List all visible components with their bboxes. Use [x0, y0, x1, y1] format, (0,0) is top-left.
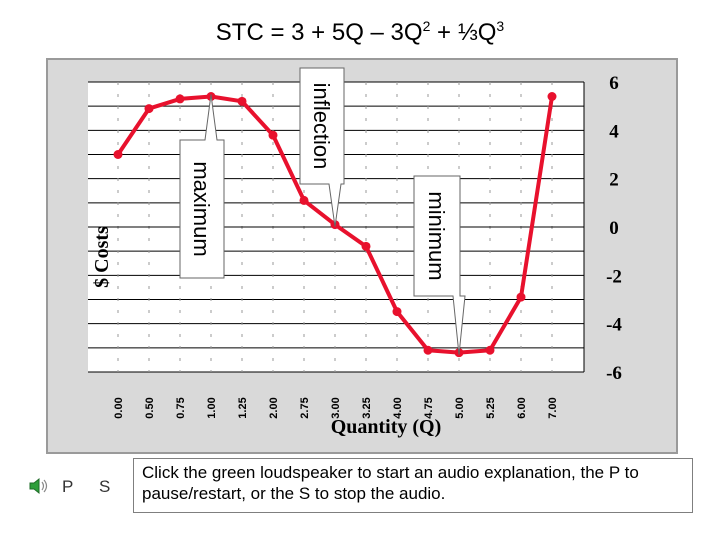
- cost-chart: 6 4 2 0 -2 -4 -6 0.00 0.50 0.75 1.00 1.25 2.00 2.75 3.…: [88, 67, 622, 438]
- callout-label: minimum: [424, 191, 449, 280]
- callout-box: [299, 67, 345, 227]
- x-tick-label: 3.25: [361, 397, 373, 418]
- x-tick-label: 5.25: [485, 397, 497, 418]
- y-tick-label: -6: [606, 363, 622, 384]
- x-tick-label: 0.00: [113, 397, 125, 418]
- stop-button[interactable]: S: [99, 477, 111, 496]
- y-tick-label: 0: [609, 218, 619, 239]
- x-tick-label: 3.00: [330, 397, 342, 418]
- x-tick-label: 4.00: [392, 397, 404, 418]
- callout-box: [179, 94, 225, 279]
- data-point: [144, 104, 154, 114]
- slide-title: STC = 3 + 5Q – 3Q2 + ⅓Q3: [0, 18, 720, 47]
- y-tick-label: 2: [609, 170, 619, 191]
- data-point: [361, 241, 371, 251]
- y-axis-title: $ Costs: [91, 226, 113, 288]
- data-point: [485, 345, 495, 355]
- x-tick-label: 6.00: [516, 397, 528, 418]
- x-tick-label: 2.75: [299, 397, 311, 418]
- chart-frame: 6 4 2 0 -2 -4 -6 0.00 0.50 0.75 1.00 1.25 2.00 2.75 3.…: [46, 58, 678, 454]
- y-tick-label: -2: [606, 266, 622, 287]
- sound-wave-icon: [41, 479, 48, 493]
- x-tick-label: 1.25: [237, 397, 249, 418]
- x-tick-label: 7.00: [547, 397, 559, 418]
- loudspeaker-icon[interactable]: [28, 476, 50, 496]
- data-point: [547, 92, 557, 101]
- x-tick-label: 0.50: [144, 397, 156, 418]
- x-tick-label: 1.00: [206, 397, 218, 418]
- title-exponent-3: 3: [496, 18, 505, 34]
- pause-button[interactable]: P: [62, 477, 74, 496]
- title-formula-part1: STC = 3 + 5Q – 3Q: [215, 19, 423, 46]
- y-tick-label: -4: [606, 315, 622, 336]
- data-point: [113, 150, 123, 159]
- data-point: [237, 96, 247, 106]
- x-tick-label: 4.75: [423, 397, 435, 418]
- speaker-body: [29, 477, 40, 495]
- callout-label: inflection: [309, 83, 334, 170]
- data-point: [423, 345, 433, 355]
- data-point: [392, 307, 402, 317]
- data-point: [299, 195, 309, 205]
- x-tick-label: 2.00: [268, 397, 280, 418]
- data-point: [175, 94, 185, 104]
- y-tick-label: 4: [609, 121, 619, 142]
- data-point: [268, 130, 278, 140]
- data-point: [516, 292, 526, 302]
- audio-instructions: Click the green loudspeaker to start an …: [133, 458, 693, 513]
- callout-label: maximum: [189, 161, 214, 256]
- x-tick-label: 5.00: [454, 397, 466, 418]
- title-exponent-2: 2: [422, 18, 431, 34]
- callout-box: [413, 175, 466, 355]
- title-formula-part2: + ⅓Q: [430, 19, 497, 46]
- x-tick-label: 0.75: [175, 397, 187, 418]
- y-tick-label: 6: [609, 73, 619, 94]
- x-axis-title: Quantity (Q): [331, 416, 442, 438]
